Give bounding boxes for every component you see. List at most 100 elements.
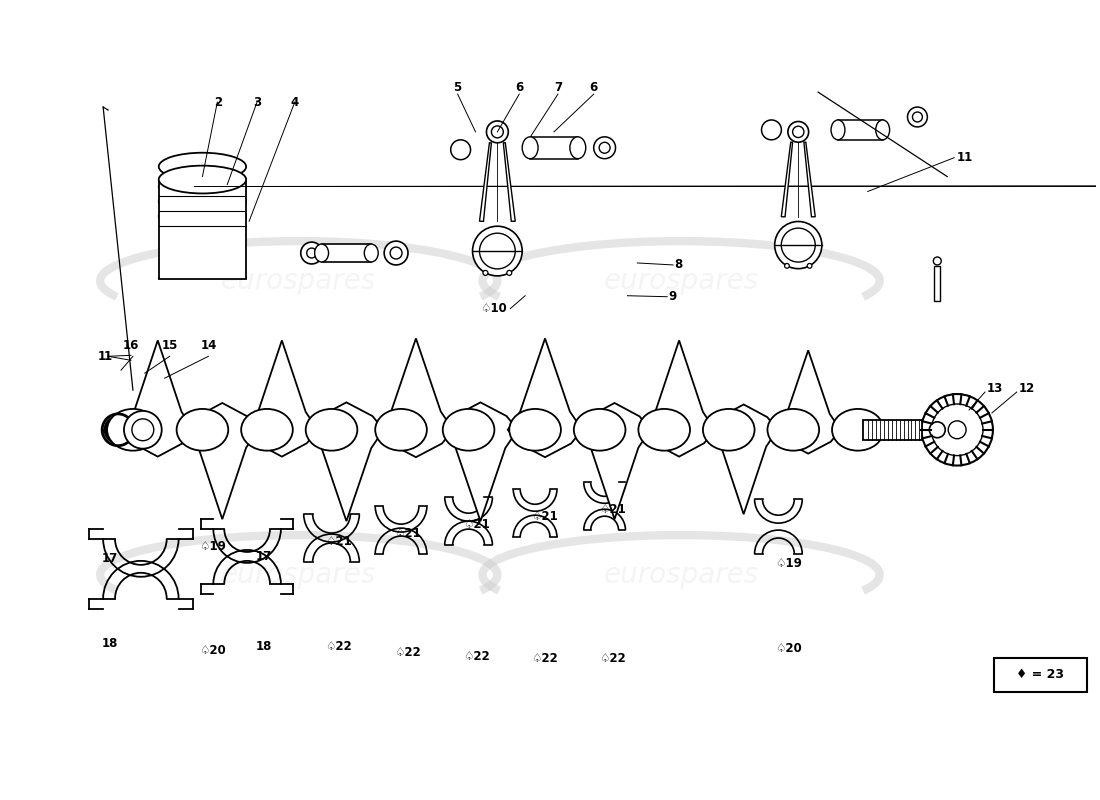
Text: 11: 11 bbox=[957, 151, 974, 164]
Ellipse shape bbox=[509, 409, 561, 450]
Text: ♤20: ♤20 bbox=[199, 644, 226, 657]
Text: 1: 1 bbox=[103, 350, 112, 363]
Ellipse shape bbox=[473, 226, 522, 276]
Polygon shape bbox=[804, 142, 815, 217]
Ellipse shape bbox=[492, 126, 504, 138]
Text: 5: 5 bbox=[453, 81, 462, 94]
Text: 14: 14 bbox=[200, 339, 217, 352]
Text: ♤22: ♤22 bbox=[326, 640, 352, 653]
Polygon shape bbox=[644, 341, 715, 457]
Ellipse shape bbox=[364, 244, 378, 262]
Ellipse shape bbox=[570, 137, 585, 158]
Polygon shape bbox=[309, 402, 384, 521]
Text: ♤21: ♤21 bbox=[600, 502, 626, 516]
Text: ♤22: ♤22 bbox=[530, 652, 558, 665]
Ellipse shape bbox=[948, 421, 966, 438]
FancyBboxPatch shape bbox=[862, 420, 923, 440]
Ellipse shape bbox=[600, 142, 610, 154]
Text: 1: 1 bbox=[98, 350, 106, 363]
Polygon shape bbox=[122, 341, 194, 457]
Ellipse shape bbox=[930, 422, 945, 438]
FancyBboxPatch shape bbox=[321, 244, 372, 262]
Ellipse shape bbox=[761, 120, 781, 140]
Text: ♤21: ♤21 bbox=[530, 510, 558, 522]
Ellipse shape bbox=[483, 270, 488, 275]
Ellipse shape bbox=[774, 222, 822, 269]
Ellipse shape bbox=[107, 409, 158, 450]
Text: ♤20: ♤20 bbox=[776, 642, 802, 654]
Polygon shape bbox=[378, 338, 453, 458]
Text: 6: 6 bbox=[590, 81, 597, 94]
Ellipse shape bbox=[933, 257, 942, 265]
Text: 13: 13 bbox=[987, 382, 1003, 394]
Ellipse shape bbox=[784, 263, 790, 268]
Ellipse shape bbox=[124, 411, 162, 449]
Ellipse shape bbox=[158, 173, 246, 200]
Polygon shape bbox=[579, 403, 650, 519]
Text: ♤19: ♤19 bbox=[774, 558, 802, 570]
Polygon shape bbox=[504, 142, 515, 222]
Ellipse shape bbox=[384, 241, 408, 265]
Text: ♤21: ♤21 bbox=[326, 534, 352, 547]
Polygon shape bbox=[187, 403, 258, 519]
Polygon shape bbox=[480, 142, 492, 222]
Text: 17: 17 bbox=[256, 550, 272, 563]
Text: 15: 15 bbox=[162, 339, 178, 352]
Polygon shape bbox=[443, 402, 518, 521]
Ellipse shape bbox=[638, 409, 690, 450]
Text: ♤22: ♤22 bbox=[463, 650, 490, 662]
Ellipse shape bbox=[807, 263, 812, 268]
Ellipse shape bbox=[177, 409, 229, 450]
Ellipse shape bbox=[480, 233, 515, 269]
FancyBboxPatch shape bbox=[158, 179, 246, 279]
Text: eurospares: eurospares bbox=[221, 267, 376, 295]
Ellipse shape bbox=[158, 166, 246, 194]
Ellipse shape bbox=[307, 248, 317, 258]
Ellipse shape bbox=[876, 120, 890, 140]
Ellipse shape bbox=[507, 270, 512, 275]
Text: ♤10: ♤10 bbox=[481, 302, 507, 315]
Ellipse shape bbox=[832, 409, 883, 450]
Ellipse shape bbox=[158, 187, 246, 215]
Ellipse shape bbox=[574, 409, 626, 450]
Ellipse shape bbox=[913, 112, 923, 122]
Polygon shape bbox=[776, 350, 840, 454]
Text: 2: 2 bbox=[213, 95, 222, 109]
Ellipse shape bbox=[442, 409, 494, 450]
Ellipse shape bbox=[793, 126, 804, 138]
Polygon shape bbox=[781, 142, 793, 217]
Ellipse shape bbox=[932, 404, 983, 456]
Ellipse shape bbox=[451, 140, 471, 160]
Text: 16: 16 bbox=[123, 339, 139, 352]
Ellipse shape bbox=[306, 409, 358, 450]
Ellipse shape bbox=[241, 409, 293, 450]
Ellipse shape bbox=[158, 202, 246, 230]
Text: 12: 12 bbox=[1019, 382, 1035, 394]
Ellipse shape bbox=[788, 122, 808, 142]
Ellipse shape bbox=[315, 244, 329, 262]
FancyBboxPatch shape bbox=[934, 266, 940, 301]
Ellipse shape bbox=[375, 409, 427, 450]
FancyBboxPatch shape bbox=[838, 120, 882, 140]
Text: 17: 17 bbox=[102, 552, 118, 566]
Text: ♤21: ♤21 bbox=[395, 526, 421, 539]
Text: 4: 4 bbox=[290, 95, 298, 109]
Text: 8: 8 bbox=[674, 258, 682, 271]
Ellipse shape bbox=[768, 409, 820, 450]
Text: eurospares: eurospares bbox=[221, 561, 376, 589]
Ellipse shape bbox=[132, 419, 154, 441]
Ellipse shape bbox=[830, 120, 845, 140]
FancyBboxPatch shape bbox=[530, 137, 578, 158]
Text: ♤19: ♤19 bbox=[199, 541, 226, 554]
Ellipse shape bbox=[300, 242, 322, 264]
Ellipse shape bbox=[158, 153, 246, 181]
Polygon shape bbox=[508, 338, 582, 458]
Text: ♤22: ♤22 bbox=[600, 652, 626, 665]
Ellipse shape bbox=[703, 409, 755, 450]
Text: 6: 6 bbox=[515, 81, 524, 94]
Ellipse shape bbox=[781, 228, 815, 262]
Text: ♤21: ♤21 bbox=[463, 518, 490, 530]
Text: eurospares: eurospares bbox=[604, 561, 759, 589]
Polygon shape bbox=[710, 405, 778, 514]
Ellipse shape bbox=[486, 121, 508, 142]
